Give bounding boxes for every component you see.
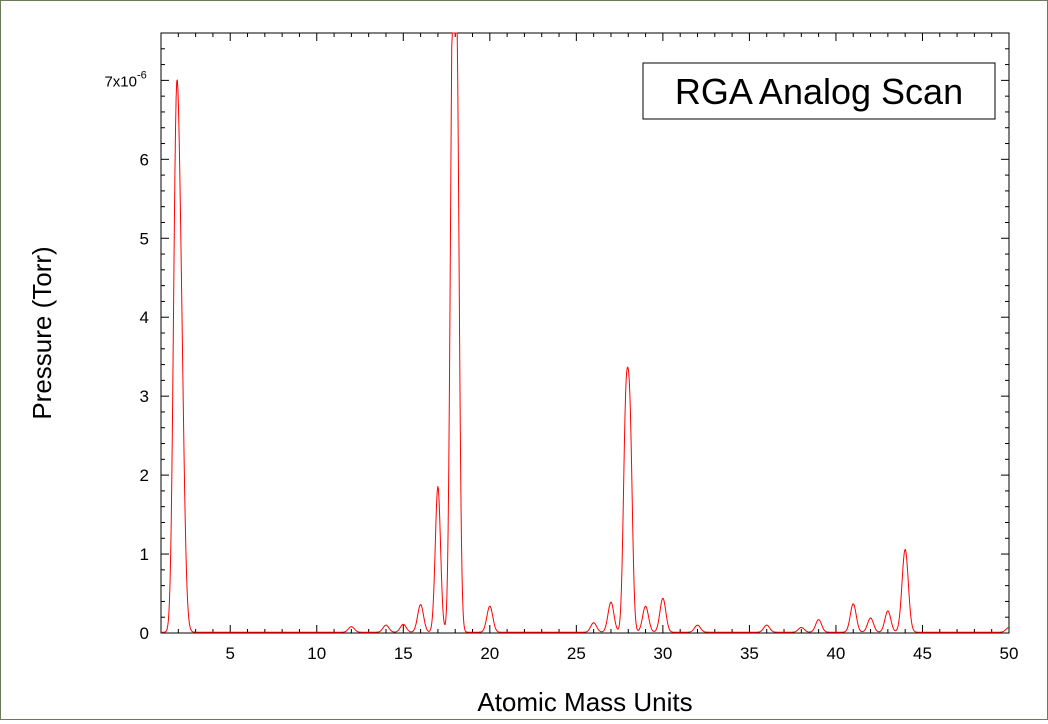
plot-area	[160, 32, 1010, 634]
y-tick-label: 7x10	[104, 73, 137, 90]
y-tick-label: 6	[140, 150, 149, 169]
title-box	[642, 62, 996, 120]
y-tick-exponent: -6	[137, 69, 147, 81]
x-tick-label: 30	[653, 644, 672, 663]
x-tick-label: 20	[480, 644, 499, 663]
pressure-series-line	[161, 32, 1010, 633]
chart-title: RGA Analog Scan	[675, 71, 963, 112]
x-tick-label: 50	[1000, 644, 1019, 663]
x-axis-ticks: 5 10 15 20 25 30 35 40 45 50	[160, 33, 1019, 663]
x-axis-label: Atomic Mass Units	[477, 687, 692, 717]
y-tick-label: 0	[140, 624, 149, 643]
y-tick-label: 2	[140, 466, 149, 485]
x-tick-label: 5	[225, 644, 234, 663]
y-tick-label: 3	[140, 387, 149, 406]
y-tick-label: 1	[140, 545, 149, 564]
y-axis-ticks: 0 1 2 3 4 5 6 7x10 -6	[104, 32, 1009, 643]
y-tick-label: 4	[140, 308, 149, 327]
x-tick-label: 15	[394, 644, 413, 663]
x-tick-label: 40	[826, 644, 845, 663]
x-tick-label: 35	[740, 644, 759, 663]
y-tick-label: 5	[140, 229, 149, 248]
x-tick-label: 10	[307, 644, 326, 663]
x-tick-label: 25	[567, 644, 586, 663]
x-tick-label: 45	[913, 644, 932, 663]
y-axis-label: Pressure (Torr)	[27, 246, 57, 419]
